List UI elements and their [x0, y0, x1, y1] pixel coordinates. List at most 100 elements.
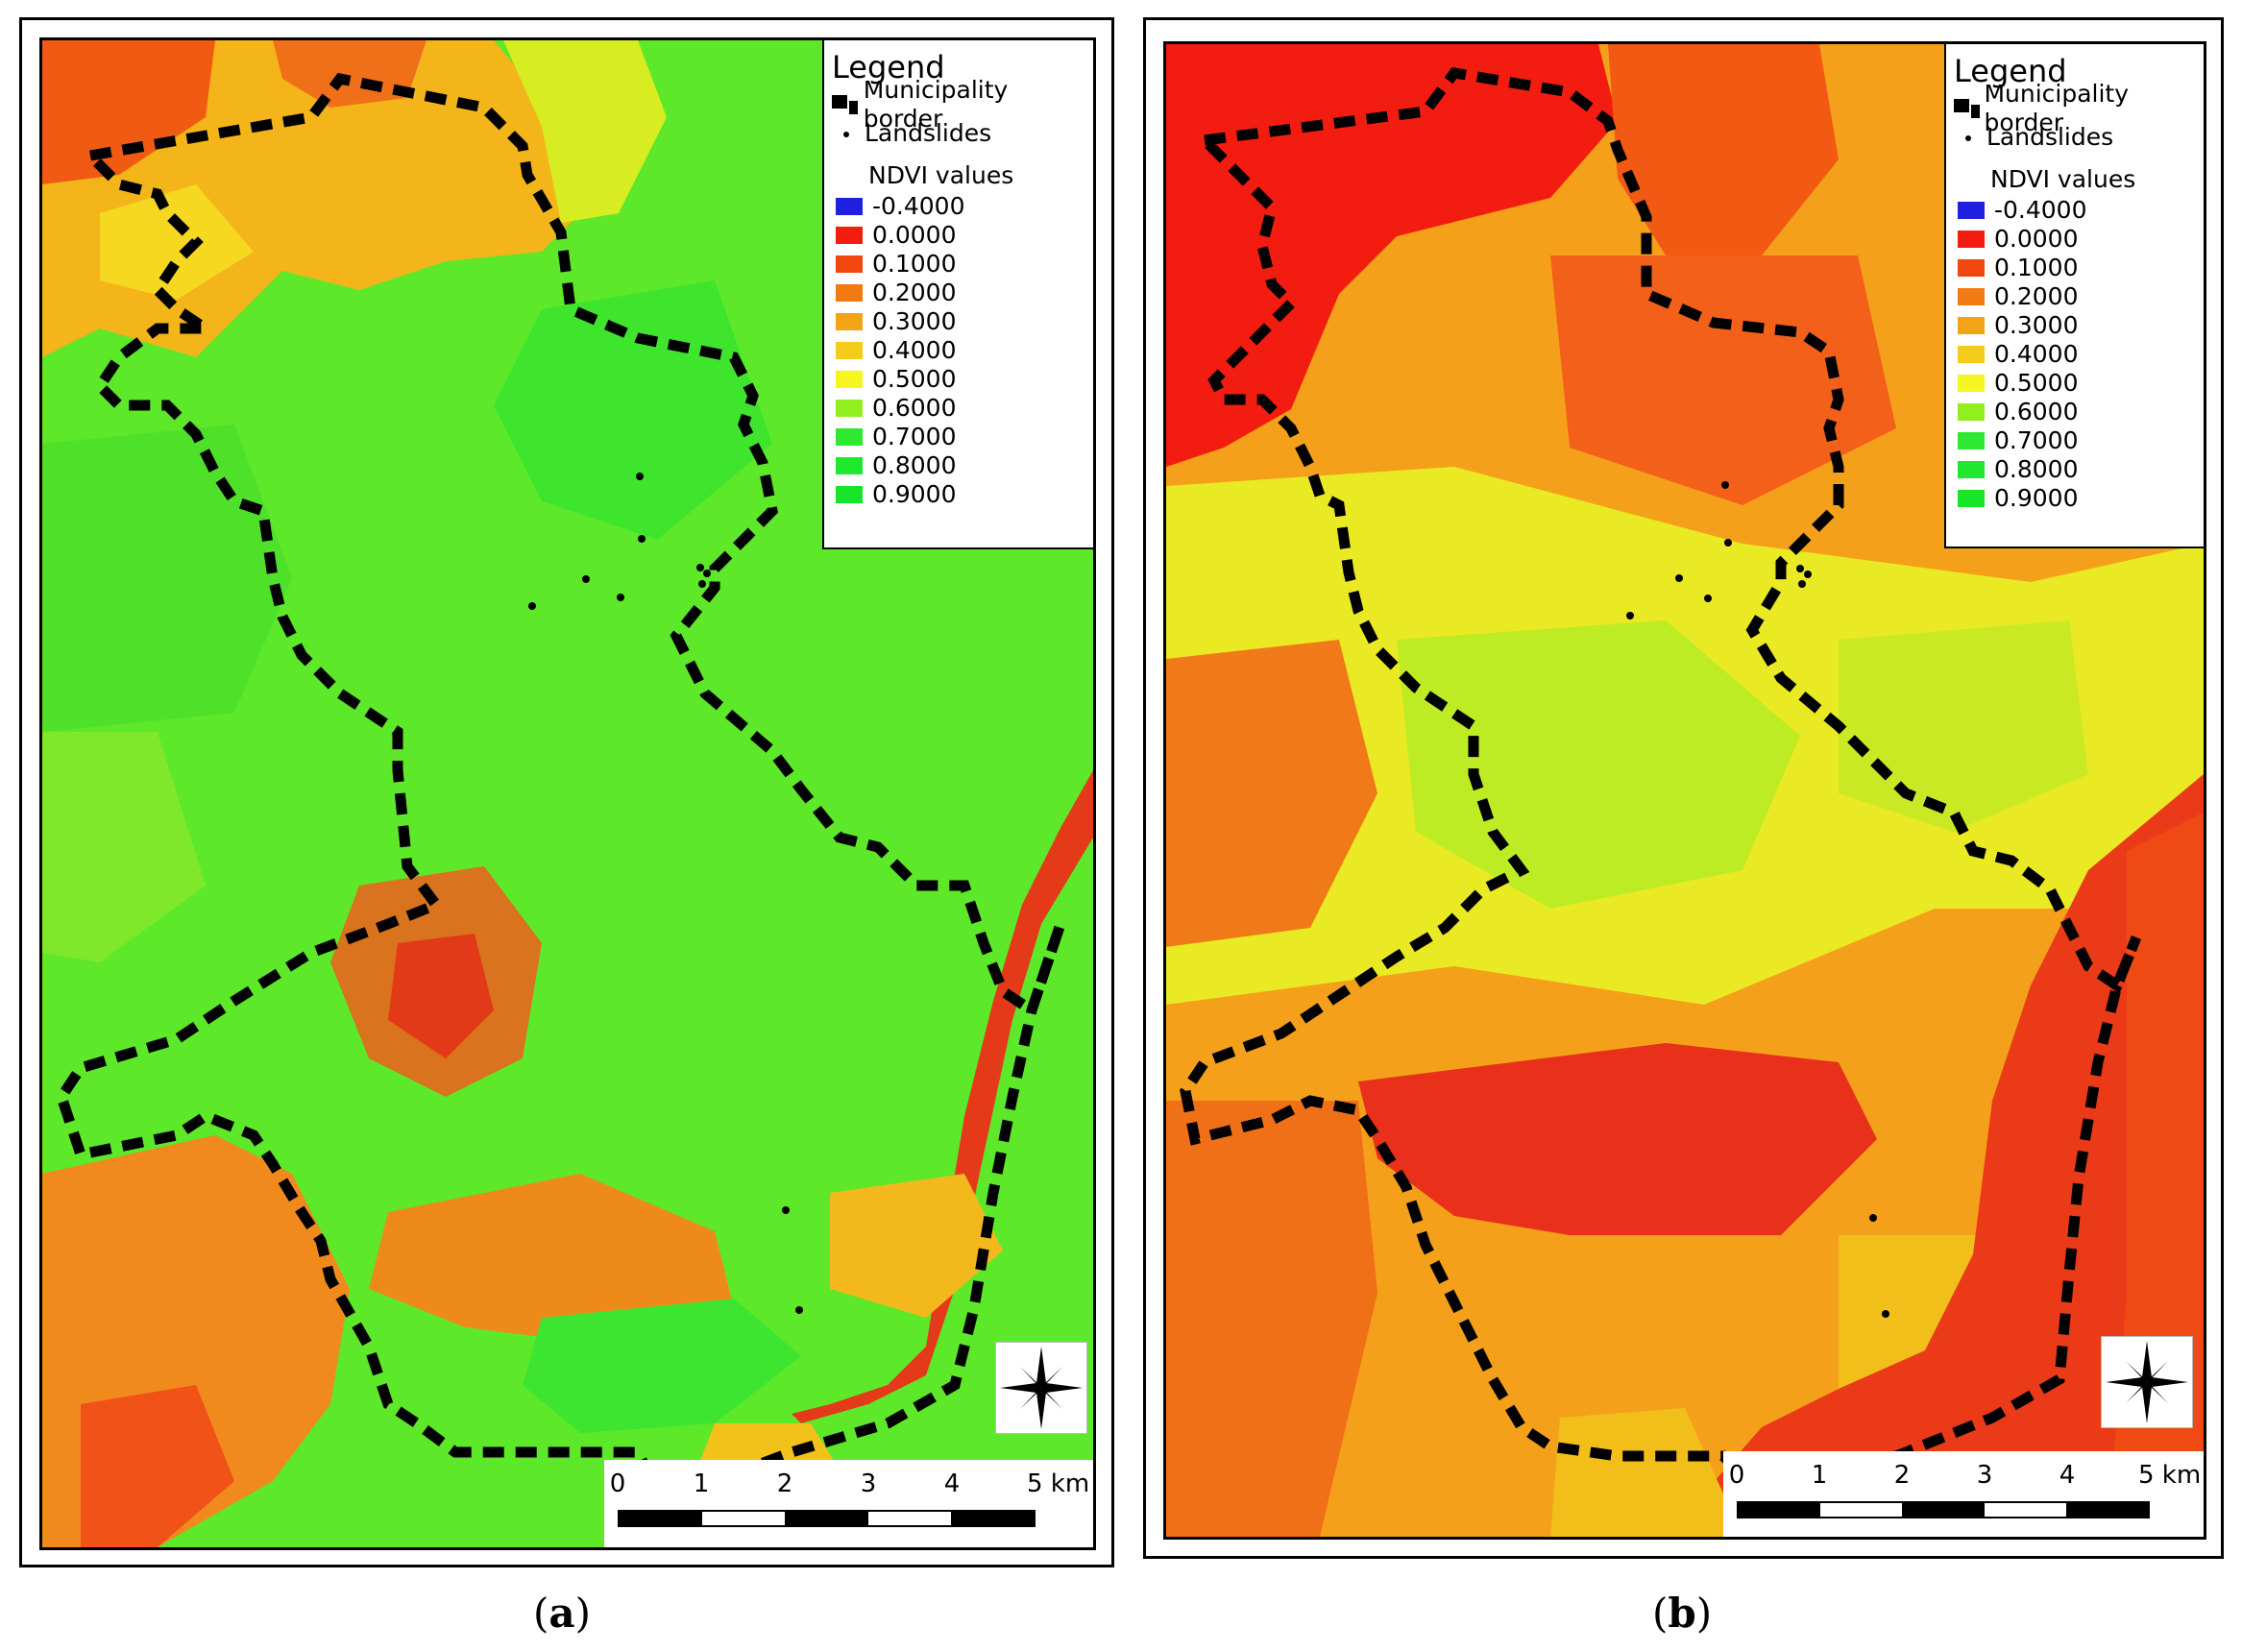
ndvi-class-label: 0.1000 [872, 250, 957, 278]
ndvi-class-label: 0.2000 [1994, 282, 2079, 310]
landslide-dot-icon [1954, 126, 1983, 149]
ndvi-class-row: -0.4000 [832, 192, 1085, 221]
scale-segments [1737, 1501, 2150, 1518]
ndvi-class-row: 0.8000 [1954, 455, 2196, 484]
ndvi-class-label: 0.7000 [1994, 426, 2079, 454]
legend-border-row: Municipality border [1954, 80, 2196, 136]
ndvi-class-row: 0.6000 [832, 394, 1085, 423]
legend-landslides-label: Landslides [1986, 123, 2114, 151]
ndvi-class-label: -0.4000 [1994, 196, 2087, 224]
ndvi-class-row: 0.4000 [832, 336, 1085, 365]
compass-star-icon [2106, 1341, 2188, 1423]
ndvi-class-label: 0.5000 [1994, 369, 2079, 397]
scale-bar-a: 0 1 2 3 4 5 km [604, 1460, 1093, 1547]
ndvi-class-row: 0.8000 [832, 451, 1085, 480]
ndvi-class-row: 0.9000 [1954, 484, 2196, 513]
ndvi-swatch [1958, 259, 1985, 277]
municipality-border-a [55, 72, 1066, 1518]
ndvi-swatch [836, 284, 863, 302]
scale-tick-5: 5 km [1027, 1470, 1090, 1498]
ndvi-class-row: 0.0000 [1954, 225, 2196, 254]
ndvi-swatch [1958, 375, 1985, 392]
ndvi-class-label: 0.3000 [872, 307, 957, 335]
legend-border-row: Municipality border [832, 76, 1085, 133]
legend-title: Legend [1954, 53, 2067, 89]
scale-tick-4: 4 [2059, 1461, 2076, 1490]
ndvi-swatch [836, 486, 863, 503]
ndvi-class-row: 0.7000 [1954, 426, 2196, 455]
scale-tick-3: 3 [860, 1470, 877, 1498]
ndvi-class-row: 0.5000 [1954, 369, 2196, 398]
legend-a: Legend Municipality border Landslides ND… [822, 40, 1093, 549]
ndvi-map-a: Legend Municipality border Landslides ND… [39, 37, 1096, 1550]
scale-tick-1: 1 [693, 1470, 710, 1498]
ndvi-swatch [836, 342, 863, 359]
scale-tick-0: 0 [609, 1470, 626, 1498]
north-arrow [995, 1342, 1087, 1434]
ndvi-swatch [836, 457, 863, 474]
ndvi-class-label: 0.6000 [872, 394, 957, 422]
legend-landslides-row: Landslides [832, 119, 1085, 148]
compass-star-icon [1000, 1347, 1083, 1429]
ndvi-class-label: 0.1000 [1994, 254, 2079, 281]
ndvi-swatch [1958, 432, 1985, 449]
ndvi-swatch [836, 400, 863, 417]
ndvi-class-row: 0.9000 [832, 480, 1085, 509]
legend-title: Legend [832, 49, 945, 85]
ndvi-class-label: 0.9000 [1994, 484, 2079, 512]
ndvi-class-row: 0.5000 [832, 365, 1085, 394]
ndvi-class-label: 0.4000 [1994, 340, 2079, 368]
legend-border-label: Municipality border [863, 76, 1009, 133]
ndvi-class-row: 0.3000 [832, 307, 1085, 336]
north-arrow [2101, 1336, 2193, 1428]
ndvi-class-list: -0.4000 0.0000 0.1000 0.2000 0.3000 0.4000 0.5… [1954, 196, 2196, 513]
ndvi-swatch [836, 428, 863, 446]
ndvi-class-label: -0.4000 [872, 192, 965, 220]
ndvi-class-label: 0.9000 [872, 480, 957, 508]
ndvi-swatch [1958, 231, 1985, 248]
ndvi-class-row: 0.3000 [1954, 311, 2196, 340]
ndvi-map-b: Legend Municipality border Landslides ND… [1163, 41, 2206, 1540]
ndvi-swatch [836, 198, 863, 215]
scale-tick-3: 3 [1976, 1461, 1993, 1490]
scale-tick-4: 4 [943, 1470, 961, 1498]
ndvi-swatch [1958, 461, 1985, 478]
scale-tick-1: 1 [1811, 1461, 1828, 1490]
municipality-border-b [1180, 67, 2142, 1501]
scale-tick-0: 0 [1728, 1461, 1745, 1490]
ndvi-class-label: 0.6000 [1994, 398, 2079, 425]
ndvi-swatch [1958, 317, 1985, 334]
ndvi-class-row: 0.2000 [832, 279, 1085, 307]
ndvi-class-label: 0.7000 [872, 423, 957, 450]
caption-a: (a) [533, 1590, 591, 1637]
legend-landslides-row: Landslides [1954, 123, 2196, 152]
ndvi-class-label: 0.2000 [872, 279, 957, 306]
ndvi-class-label: 0.8000 [872, 451, 957, 479]
ndvi-swatch [1958, 490, 1985, 507]
ndvi-class-label: 0.8000 [1994, 455, 2079, 483]
scale-tick-2: 2 [776, 1470, 793, 1498]
landslides-a [528, 473, 803, 1314]
ndvi-title: NDVI values [1990, 165, 2136, 193]
ndvi-class-row: 0.7000 [832, 423, 1085, 451]
ndvi-swatch [1958, 202, 1985, 219]
ndvi-class-row: 0.4000 [1954, 340, 2196, 369]
scale-tick-2: 2 [1893, 1461, 1911, 1490]
border-symbol-icon [1954, 97, 1981, 120]
ndvi-class-row: 0.0000 [832, 221, 1085, 250]
ndvi-class-label: 0.3000 [1994, 311, 2079, 339]
ndvi-swatch [836, 371, 863, 388]
scale-tick-5: 5 km [2138, 1461, 2202, 1490]
legend-b: Legend Municipality border Landslides ND… [1944, 44, 2204, 548]
ndvi-swatch [836, 313, 863, 330]
caption-b: (b) [1652, 1590, 1713, 1637]
legend-border-label: Municipality border [1984, 80, 2130, 136]
ndvi-swatch [1958, 346, 1985, 363]
ndvi-class-row: 0.2000 [1954, 282, 2196, 311]
map-panel-b: Legend Municipality border Landslides ND… [1143, 17, 2224, 1559]
ndvi-title: NDVI values [868, 161, 1014, 189]
ndvi-class-list: -0.4000 0.0000 0.1000 0.2000 0.3000 0.4000 0.5… [832, 192, 1085, 509]
ndvi-class-label: 0.4000 [872, 336, 957, 364]
legend-landslides-label: Landslides [865, 119, 992, 147]
ndvi-swatch [1958, 403, 1985, 421]
